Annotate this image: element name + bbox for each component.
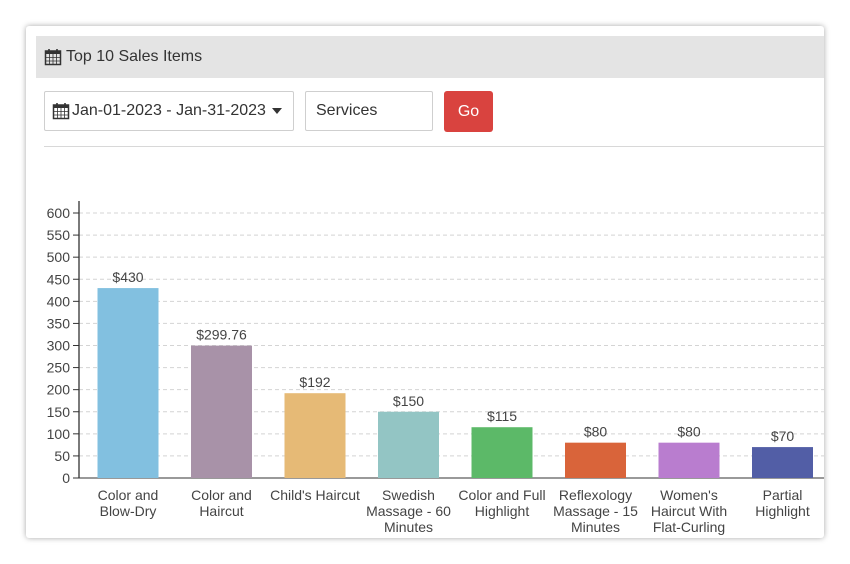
category-label: Reflexology xyxy=(559,487,632,503)
category-label: Color and xyxy=(98,487,159,503)
bar xyxy=(191,345,252,478)
category-label: Partial xyxy=(763,487,803,503)
go-button[interactable]: Go xyxy=(444,91,493,132)
calendar-icon xyxy=(44,49,62,66)
category-label: Child's Haircut xyxy=(270,487,360,503)
category-label: Color and Full xyxy=(458,487,545,503)
category-label: Minutes xyxy=(571,519,620,535)
category-label: Color and xyxy=(191,487,252,503)
y-tick-label: 600 xyxy=(47,205,71,221)
calendar-icon xyxy=(52,103,70,120)
category-label: Haircut With xyxy=(651,503,727,519)
y-tick-label: 550 xyxy=(47,227,71,243)
category-label: Flat-Curling xyxy=(653,519,725,535)
category-label: Highlight xyxy=(755,503,810,519)
category-value: Services xyxy=(316,102,378,119)
category-label: Blow-Dry xyxy=(100,503,157,519)
date-range-picker[interactable]: Jan-01-2023 - Jan-31-2023 xyxy=(44,91,294,131)
bar xyxy=(284,393,346,478)
bar xyxy=(471,427,533,478)
category-label: Swedish xyxy=(382,487,435,503)
category-label: Minutes xyxy=(384,519,433,535)
data-label: $430 xyxy=(112,269,143,285)
y-tick-label: 350 xyxy=(47,315,71,331)
category-label: Highlight xyxy=(475,503,530,519)
y-tick-label: 450 xyxy=(47,271,71,287)
y-tick-label: 100 xyxy=(47,426,71,442)
data-label: $299.76 xyxy=(196,327,247,343)
bar xyxy=(97,288,159,478)
category-label: Massage - 60 xyxy=(366,503,451,519)
caret-down-icon xyxy=(271,108,282,114)
y-tick-label: 150 xyxy=(47,404,71,420)
y-tick-label: 300 xyxy=(47,338,71,354)
bar xyxy=(658,442,720,478)
bar xyxy=(378,411,439,478)
category-field[interactable]: Services xyxy=(305,91,433,131)
filter-toolbar: Jan-01-2023 - Jan-31-2023 Services Go xyxy=(44,91,824,135)
date-range-text: Jan-01-2023 - Jan-31-2023 xyxy=(72,102,266,119)
bar xyxy=(565,442,626,478)
y-tick-label: 50 xyxy=(54,448,70,464)
category-label: Haircut xyxy=(199,503,243,519)
data-label: $80 xyxy=(677,424,701,440)
y-tick-label: 0 xyxy=(62,470,70,486)
divider xyxy=(44,146,824,147)
data-label: $192 xyxy=(299,374,330,390)
data-label: $80 xyxy=(584,424,608,440)
category-label: Massage - 15 xyxy=(553,503,638,519)
data-label: $150 xyxy=(393,393,424,409)
data-label: $115 xyxy=(487,408,517,424)
y-tick-label: 200 xyxy=(47,382,71,398)
bar xyxy=(752,447,813,478)
y-tick-label: 500 xyxy=(47,249,71,265)
y-tick-label: 400 xyxy=(47,293,71,309)
panel-header: Top 10 Sales Items xyxy=(36,36,824,78)
y-tick-label: 250 xyxy=(47,360,71,376)
data-label: $70 xyxy=(771,428,795,444)
category-label: Women's xyxy=(660,487,718,503)
panel-title: Top 10 Sales Items xyxy=(66,48,203,65)
